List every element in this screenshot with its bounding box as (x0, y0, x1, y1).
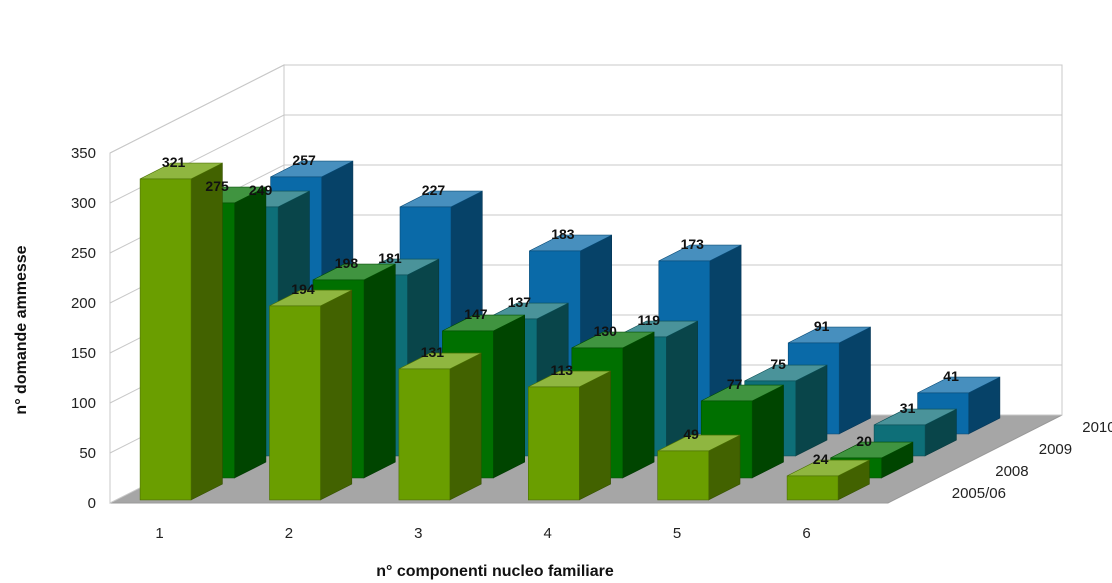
y-tick-label: 50 (79, 445, 96, 462)
data-label: 249 (249, 182, 273, 198)
y-tick-label: 300 (71, 195, 96, 212)
data-label: 173 (681, 236, 705, 252)
bar (269, 289, 353, 501)
chart-labels: 0 50 100 150 200 250 300 350 1 2 3 4 5 6 2005/06 2008 20… (71, 145, 1112, 542)
data-label: 130 (594, 323, 618, 339)
y-tick-label: 150 (71, 345, 96, 362)
y-tick-label: 100 (71, 395, 96, 412)
bar (786, 459, 870, 501)
bar (398, 352, 482, 501)
data-label: 183 (551, 226, 575, 242)
bar (657, 434, 741, 501)
series-tick-label: 2010 (1082, 419, 1112, 436)
y-axis-title: n° domande ammesse (13, 245, 30, 414)
x-tick-label: 1 (155, 525, 163, 542)
data-label: 194 (291, 281, 315, 297)
data-label: 113 (550, 362, 573, 378)
x-tick-label: 6 (802, 525, 810, 542)
series-tick-label: 2009 (1039, 441, 1072, 458)
series-tick-label: 2008 (995, 463, 1028, 480)
data-label: 131 (421, 344, 445, 360)
y-tick-label: 350 (71, 145, 96, 162)
data-label: 181 (378, 250, 402, 266)
data-label: 227 (422, 182, 446, 198)
x-tick-label: 3 (414, 525, 422, 542)
data-label: 275 (205, 178, 229, 194)
chart-bars (139, 160, 1001, 501)
data-label: 20 (856, 433, 872, 449)
data-label: 91 (814, 318, 830, 334)
data-label: 75 (770, 356, 786, 372)
y-tick-label: 200 (71, 295, 96, 312)
series-tick-label: 2005/06 (952, 485, 1006, 502)
gridline (109, 64, 1062, 154)
data-label: 321 (162, 154, 186, 170)
bar (139, 162, 223, 501)
x-axis-title: n° componenti nucleo familiare (376, 563, 614, 580)
data-label: 147 (464, 306, 488, 322)
y-tick-label: 250 (71, 245, 96, 262)
x-tick-label: 5 (673, 525, 681, 542)
data-label: 257 (292, 152, 316, 168)
data-label: 49 (683, 426, 699, 442)
data-label: 24 (813, 451, 829, 467)
data-label: 77 (727, 376, 743, 392)
x-tick-label: 2 (285, 525, 293, 542)
data-label: 31 (900, 400, 916, 416)
data-label: 137 (508, 294, 532, 310)
x-tick-label: 4 (544, 525, 552, 542)
data-label: 119 (637, 312, 660, 328)
data-label: 41 (943, 368, 959, 384)
data-label: 198 (335, 255, 359, 271)
bar (527, 370, 611, 501)
y-tick-label: 0 (88, 495, 96, 512)
